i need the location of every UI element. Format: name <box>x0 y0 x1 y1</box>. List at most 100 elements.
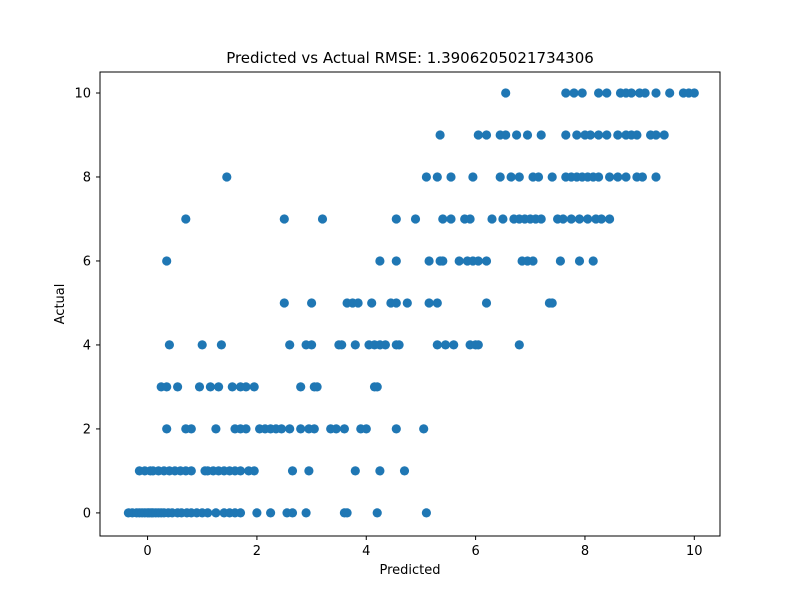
y-tick-label: 8 <box>83 170 91 185</box>
data-point <box>249 466 259 476</box>
data-point <box>353 298 363 308</box>
data-point <box>361 424 371 434</box>
data-point <box>438 214 448 224</box>
data-point <box>574 256 585 266</box>
data-point <box>350 466 360 476</box>
data-point <box>435 130 445 140</box>
data-point <box>211 508 221 518</box>
data-point <box>342 508 352 518</box>
data-point <box>481 256 492 266</box>
x-tick-label: 0 <box>143 544 151 559</box>
x-axis: 0 2 4 6 8 10 <box>143 536 703 559</box>
data-point <box>391 298 401 308</box>
data-point <box>162 382 172 392</box>
data-point <box>304 466 314 476</box>
data-point <box>528 256 538 266</box>
data-point <box>572 130 582 140</box>
data-point <box>555 256 566 266</box>
y-axis: 0 2 4 6 8 10 <box>74 86 100 521</box>
data-point <box>372 508 382 518</box>
data-point <box>449 340 459 350</box>
data-point <box>162 424 172 434</box>
data-point <box>613 130 623 140</box>
data-point <box>569 88 579 98</box>
data-point <box>596 214 607 224</box>
data-point <box>468 172 478 182</box>
data-point <box>222 172 232 182</box>
data-point <box>285 424 295 434</box>
x-tick-label: 4 <box>362 544 370 559</box>
data-point <box>454 256 464 266</box>
y-tick-label: 2 <box>83 422 91 437</box>
data-point <box>566 214 576 224</box>
plot-frame <box>99 71 721 537</box>
data-point <box>536 130 546 140</box>
data-point <box>651 88 661 98</box>
data-point <box>547 298 557 308</box>
data-point <box>602 130 612 140</box>
data-point <box>197 340 207 350</box>
data-point <box>421 508 431 518</box>
data-point <box>689 88 699 98</box>
y-tick-label: 4 <box>83 338 91 353</box>
x-tick-label: 8 <box>581 544 589 559</box>
data-point <box>432 172 442 182</box>
data-point <box>501 88 511 98</box>
data-point <box>279 298 289 308</box>
data-point <box>380 340 390 350</box>
data-point <box>613 172 623 182</box>
data-point <box>419 424 429 434</box>
data-point <box>312 382 322 392</box>
data-point <box>421 172 431 182</box>
x-tick-label: 2 <box>253 544 261 559</box>
data-point <box>391 214 401 224</box>
data-point <box>626 88 637 98</box>
data-point <box>558 214 568 224</box>
data-point <box>473 340 483 350</box>
data-point <box>296 382 306 392</box>
data-point <box>446 172 456 182</box>
data-point <box>481 130 492 140</box>
data-point <box>511 130 522 140</box>
data-point <box>307 340 317 350</box>
data-point <box>651 130 661 140</box>
points-layer <box>123 88 699 518</box>
data-point <box>602 88 612 98</box>
data-point <box>547 172 557 182</box>
data-point <box>522 130 533 140</box>
x-axis-label: Predicted <box>379 563 440 578</box>
data-point <box>287 466 298 476</box>
data-point <box>235 508 246 518</box>
data-point <box>561 130 571 140</box>
data-point <box>164 340 174 350</box>
data-point <box>181 214 191 224</box>
data-point <box>561 88 571 98</box>
data-point <box>605 172 615 182</box>
x-tick-label: 10 <box>686 544 703 559</box>
data-point <box>301 508 311 518</box>
data-point <box>621 172 631 182</box>
y-tick-label: 0 <box>83 506 91 521</box>
data-point <box>394 340 404 350</box>
data-point <box>651 172 661 182</box>
data-point <box>339 424 349 434</box>
data-point <box>194 382 205 392</box>
y-tick-label: 6 <box>83 254 91 269</box>
data-point <box>391 424 401 434</box>
data-point <box>317 214 328 224</box>
data-point <box>211 424 221 434</box>
data-point <box>350 340 360 350</box>
y-tick-label: 10 <box>74 86 91 101</box>
data-point <box>331 424 341 434</box>
data-point <box>605 214 615 224</box>
data-point <box>446 214 456 224</box>
data-point <box>424 256 434 266</box>
data-point <box>296 424 306 434</box>
data-point <box>287 508 298 518</box>
y-axis-label: Actual <box>53 284 68 325</box>
data-point <box>402 298 412 308</box>
chart-title: Predicted vs Actual RMSE: 1.390620502173… <box>226 49 594 67</box>
data-point <box>375 256 385 266</box>
data-point <box>186 466 196 476</box>
data-point <box>438 256 448 266</box>
